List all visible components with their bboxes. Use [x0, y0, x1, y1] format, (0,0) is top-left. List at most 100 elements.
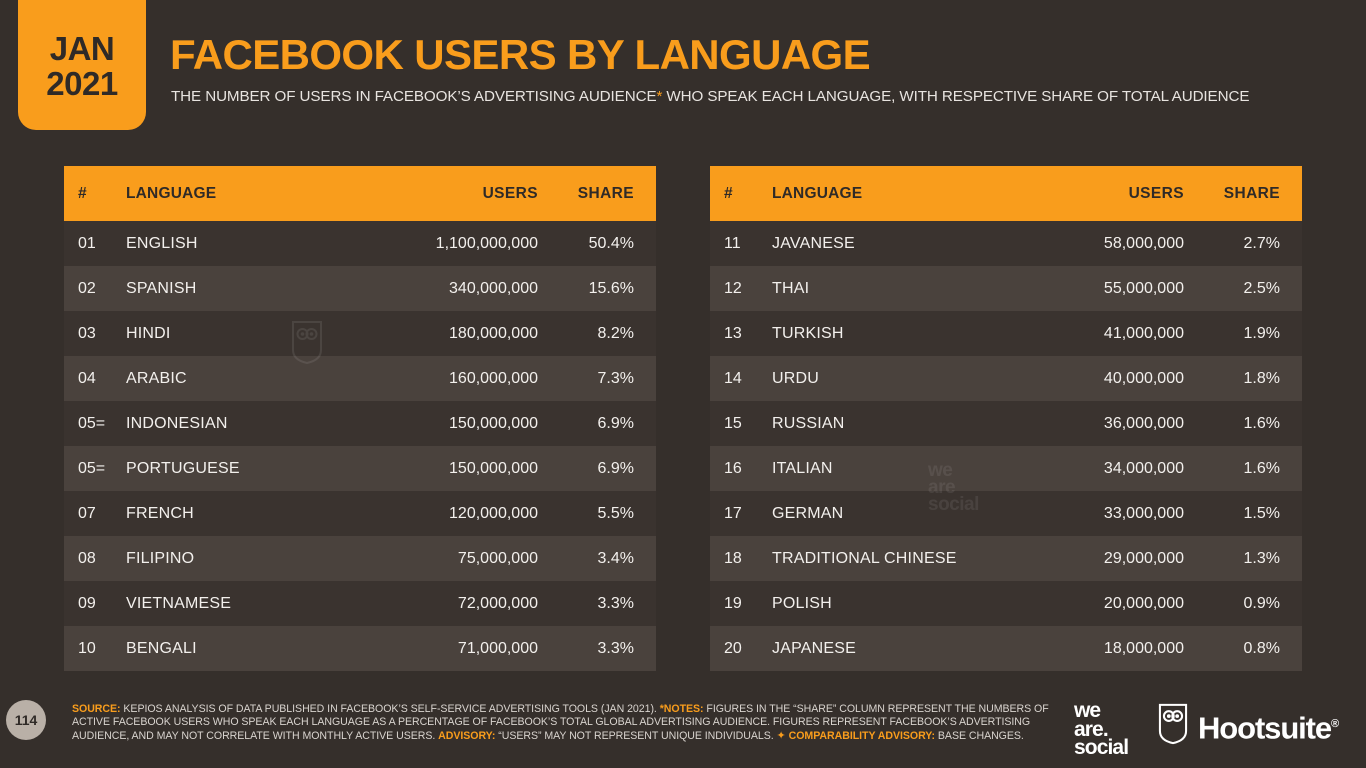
cell-language: JAVANESE [772, 234, 855, 252]
subtitle-asterisk: * [656, 88, 663, 105]
cell-users: 36,000,000 [1103, 414, 1184, 432]
cell-users: 33,000,000 [1103, 504, 1184, 522]
cell-language: FILIPINO [126, 549, 195, 567]
column-header-language: LANGUAGE [126, 184, 217, 202]
comparability-diamond-icon: ✦ [776, 729, 786, 742]
cell-language: ENGLISH [126, 234, 198, 252]
cell-rank: 05= [78, 459, 106, 477]
watermark-line-3: social [928, 494, 979, 515]
cell-share: 2.7% [1243, 234, 1280, 252]
watermark-line-1: we [928, 460, 953, 481]
cell-share: 15.6% [588, 279, 634, 297]
cell-share: 8.2% [597, 324, 634, 342]
column-header-share: SHARE [577, 184, 634, 202]
cell-language: HINDI [126, 324, 171, 342]
cell-language: ITALIAN [772, 459, 833, 477]
cell-share: 3.3% [597, 594, 634, 612]
cell-language: TRADITIONAL CHINESE [772, 549, 957, 567]
table-row: 12 THAI 55,000,000 2.5% [710, 266, 1302, 311]
page-number-badge: 114 [6, 700, 46, 740]
date-badge-month: JAN [49, 30, 115, 67]
cell-share: 7.3% [597, 369, 634, 387]
cell-users: 160,000,000 [449, 369, 538, 387]
table-row: 01 ENGLISH 1,100,000,000 50.4% [64, 221, 656, 266]
page-subtitle: THE NUMBER OF USERS IN FACEBOOK’S ADVERT… [171, 88, 1249, 105]
date-badge: JAN 2021 [18, 0, 146, 130]
cell-users: 180,000,000 [449, 324, 538, 342]
cell-language: JAPANESE [772, 639, 856, 657]
cell-users: 18,000,000 [1103, 639, 1184, 657]
table-row: 14 URDU 40,000,000 1.8% [710, 356, 1302, 401]
table-header-row-right: # LANGUAGE USERS SHARE [710, 166, 1302, 221]
cell-share: 3.4% [597, 549, 634, 567]
cell-users: 34,000,000 [1103, 459, 1184, 477]
footnote-advisory-text: “USERS” MAY NOT REPRESENT UNIQUE INDIVID… [495, 729, 777, 742]
cell-share: 0.9% [1243, 594, 1280, 612]
column-header-users: USERS [482, 184, 538, 202]
footnote-text: SOURCE: KEPIOS ANALYSIS OF DATA PUBLISHE… [72, 703, 1052, 743]
cell-share: 50.4% [588, 234, 634, 252]
cell-share: 1.9% [1243, 324, 1280, 342]
cell-rank: 07 [78, 504, 96, 522]
cell-rank: 01 [78, 234, 96, 252]
cell-share: 5.5% [597, 504, 634, 522]
cell-users: 20,000,000 [1103, 594, 1184, 612]
hootsuite-logo: Hootsuite® [1158, 703, 1339, 750]
we-are-social-logo: we are. social [1074, 700, 1129, 759]
cell-rank: 03 [78, 324, 96, 342]
footnote-advisory-label: ADVISORY: [438, 729, 496, 742]
column-header-users: USERS [1128, 184, 1184, 202]
cell-language: URDU [772, 369, 820, 387]
cell-language: POLISH [772, 594, 832, 612]
cell-users: 72,000,000 [457, 594, 538, 612]
table-row: 10 BENGALI 71,000,000 3.3% [64, 626, 656, 671]
cell-rank: 20 [724, 639, 742, 657]
table-row: 19 POLISH 20,000,000 0.9% [710, 581, 1302, 626]
table-body-left: 01 ENGLISH 1,100,000,000 50.4% 02 SPANISH 340,… [64, 221, 656, 671]
footnote-source-label: SOURCE: [72, 703, 121, 715]
cell-rank: 13 [724, 324, 742, 342]
cell-language: GERMAN [772, 504, 844, 522]
language-table-left: # LANGUAGE USERS SHARE 01 ENGLISH 1,100,00… [64, 166, 656, 671]
cell-users: 75,000,000 [457, 549, 538, 567]
language-table-right: # LANGUAGE USERS SHARE 11 JAVANESE 58,000,… [710, 166, 1302, 671]
table-row: 02 SPANISH 340,000,000 15.6% [64, 266, 656, 311]
column-header-rank: # [78, 184, 88, 202]
cell-users: 120,000,000 [449, 504, 538, 522]
cell-share: 3.3% [597, 639, 634, 657]
cell-rank: 11 [724, 234, 741, 252]
cell-rank: 10 [78, 639, 96, 657]
cell-share: 6.9% [597, 414, 634, 432]
cell-rank: 18 [724, 549, 742, 567]
cell-rank: 14 [724, 369, 742, 387]
logo-was-line-3: social [1074, 736, 1129, 759]
cell-rank: 16 [724, 459, 742, 477]
logo-was-line-2: are. [1074, 717, 1109, 741]
cell-share: 2.5% [1243, 279, 1280, 297]
table-row: 09 VIETNAMESE 72,000,000 3.3% [64, 581, 656, 626]
cell-language: PORTUGUESE [126, 459, 240, 477]
cell-rank: 19 [724, 594, 742, 612]
hootsuite-wordmark: Hootsuite® [1198, 709, 1339, 746]
cell-language: FRENCH [126, 504, 194, 522]
table-row: 16 ITALIAN 34,000,000 1.6% [710, 446, 1302, 491]
table-row: 04 ARABIC 160,000,000 7.3% [64, 356, 656, 401]
hootsuite-wordmark-text: Hootsuite [1198, 710, 1332, 746]
cell-rank: 08 [78, 549, 96, 567]
cell-language: TURKISH [772, 324, 844, 342]
table-row: 17 GERMAN 33,000,000 1.5% [710, 491, 1302, 536]
cell-users: 58,000,000 [1103, 234, 1184, 252]
footnote-comparability-label: COMPARABILITY ADVISORY: [788, 729, 936, 742]
cell-users: 340,000,000 [449, 279, 538, 297]
footnote-source-text: KEPIOS ANALYSIS OF DATA PUBLISHED IN FAC… [120, 703, 660, 715]
table-row: 18 TRADITIONAL CHINESE 29,000,000 1.3% [710, 536, 1302, 581]
cell-rank: 02 [78, 279, 96, 297]
table-row: 15 RUSSIAN 36,000,000 1.6% [710, 401, 1302, 446]
table-row: 05= PORTUGUESE 150,000,000 6.9% [64, 446, 656, 491]
table-row: 20 JAPANESE 18,000,000 0.8% [710, 626, 1302, 671]
we-are-social-watermark: we are social [928, 460, 1000, 515]
cell-share: 6.9% [597, 459, 634, 477]
cell-share: 0.8% [1243, 639, 1280, 657]
table-body-right: 11 JAVANESE 58,000,000 2.7% 12 THAI 55,000,000… [710, 221, 1302, 671]
